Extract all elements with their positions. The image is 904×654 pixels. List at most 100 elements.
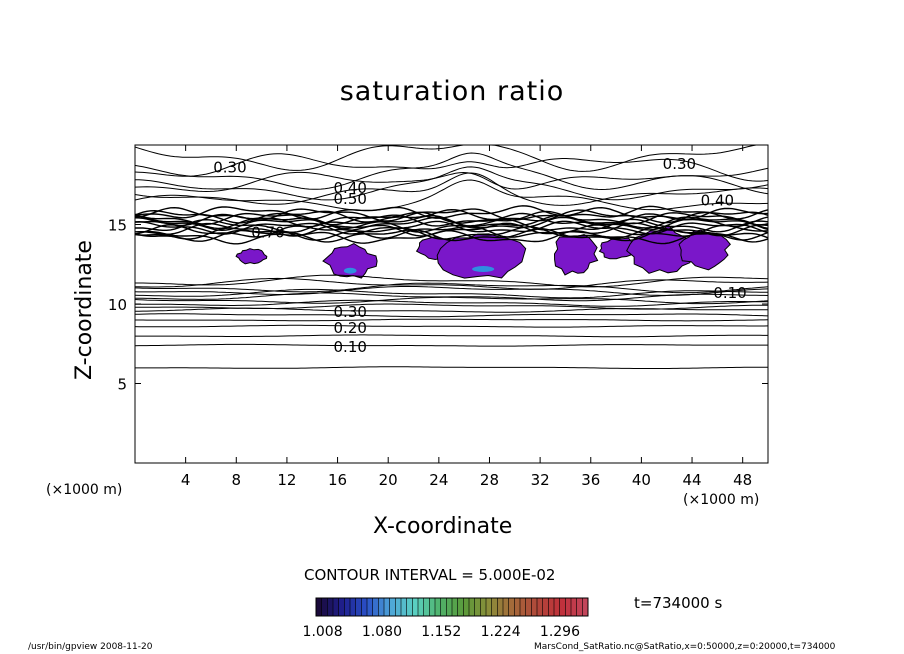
colorbar-segment: [576, 598, 583, 616]
colorbar-segment: [548, 598, 555, 616]
time-label: t=734000 s: [634, 594, 723, 612]
contour-label: 0.30: [334, 303, 367, 321]
colorbar-segment: [350, 598, 357, 616]
contour-line: [134, 277, 769, 290]
contour-line: [134, 296, 769, 305]
footer-left: /usr/bin/gpview 2008-11-20: [28, 642, 153, 652]
colorbar-segment: [367, 598, 374, 616]
colorbar-frame: [315, 597, 589, 617]
x-axis-label: X-coordinate: [373, 514, 513, 539]
colorbar-segment: [384, 598, 391, 616]
x-tick-label: 12: [277, 471, 296, 489]
colorbar-segment: [378, 598, 385, 616]
colorbar-segment: [537, 598, 544, 616]
colorbar-segment: [520, 598, 527, 616]
contour-label: 0.50: [334, 190, 367, 208]
x-tick-label: 48: [733, 471, 752, 489]
colorbar-segment: [435, 598, 442, 616]
contour-line: [135, 318, 769, 322]
high-value-spot: [472, 266, 495, 273]
x-unit-label-left: (×1000 m): [46, 482, 123, 498]
contour-label: 0.10: [334, 338, 367, 356]
colorbar-segment: [355, 598, 362, 616]
colorbar-tick-label: 1.224: [481, 624, 521, 640]
colorbar-segment: [463, 598, 470, 616]
contour-line: [134, 210, 769, 226]
colorbar-tick-label: 1.152: [421, 624, 461, 640]
colorbar-segment: [491, 598, 498, 616]
y-tick-label: 5: [117, 376, 127, 394]
contour-line: [134, 313, 769, 318]
x-tick-label: 20: [379, 471, 398, 489]
colorbar-segment: [452, 598, 459, 616]
x-tick-label: 4: [181, 471, 191, 489]
supersaturated-region: [626, 224, 698, 274]
colorbar-segment: [418, 598, 425, 616]
contour-label: 0.30: [663, 155, 696, 173]
contour-line: [134, 220, 769, 235]
colorbar-segment: [361, 598, 368, 616]
colorbar-segment: [542, 598, 549, 616]
colorbar-segment: [412, 598, 419, 616]
contour-line: [134, 172, 769, 206]
contour-line: [134, 153, 769, 182]
contour-line: [134, 206, 769, 222]
contour-line: [134, 166, 769, 201]
colorbar-segment: [401, 598, 408, 616]
colorbar-segment: [525, 598, 532, 616]
colorbar-segment: [338, 598, 345, 616]
colorbar-segment: [497, 598, 504, 616]
supersaturated-region: [553, 233, 599, 276]
y-tick-label: 10: [108, 296, 127, 314]
contour-line: [135, 334, 768, 338]
contour-line: [134, 286, 769, 296]
contour-line: [134, 324, 769, 328]
colorbar-segment: [344, 598, 351, 616]
contour-line: [134, 179, 769, 211]
contour-line: [134, 224, 769, 239]
colorbar-segment: [559, 598, 566, 616]
supersaturated-region: [235, 248, 268, 265]
high-value-spot: [343, 267, 357, 274]
contour-label: 0.20: [334, 319, 367, 337]
x-tick-label: 28: [480, 471, 499, 489]
contour-line: [135, 366, 768, 369]
contour-line: [135, 303, 768, 310]
colorbar-tick-label: 1.296: [540, 624, 580, 640]
colorbar-segment: [446, 598, 453, 616]
colorbar-segment: [316, 598, 323, 616]
colorbar-segment: [486, 598, 493, 616]
colorbar-segment: [503, 598, 510, 616]
footer-right: MarsCond_SatRatio.nc@SatRatio,x=0:50000,…: [534, 642, 836, 652]
colorbar-segment: [571, 598, 578, 616]
colorbar-segment: [565, 598, 572, 616]
colorbar-segment: [327, 598, 334, 616]
x-tick-label: 8: [232, 471, 242, 489]
colorbar-segment: [531, 598, 538, 616]
colorbar-segment: [508, 598, 515, 616]
chart-title: saturation ratio: [339, 76, 565, 107]
contour-label: 0.10: [713, 284, 746, 302]
colorbar-segment: [554, 598, 561, 616]
contour-line: [134, 282, 769, 294]
colorbar-segment: [321, 598, 328, 616]
x-tick-label: 24: [429, 471, 448, 489]
x-tick-label: 40: [632, 471, 651, 489]
y-tick-label: 15: [108, 217, 127, 235]
colorbar-segment: [514, 598, 521, 616]
colorbar-segment: [389, 598, 396, 616]
colorbar-segment: [395, 598, 402, 616]
colorbar-segment: [372, 598, 379, 616]
x-tick-label: 36: [581, 471, 600, 489]
contour-label: 0.40: [701, 192, 734, 210]
contour-interval-text: CONTOUR INTERVAL = 5.000E-02: [304, 566, 556, 584]
x-tick-label: 16: [328, 471, 347, 489]
x-tick-label: 44: [682, 471, 701, 489]
colorbar-tick-label: 1.008: [303, 624, 343, 640]
contour-line: [134, 222, 769, 237]
colorbar-segment: [480, 598, 487, 616]
x-unit-label-right: (×1000 m): [683, 492, 760, 508]
contour-label: 0.40: [334, 179, 367, 197]
contour-label: 0.70: [251, 223, 284, 241]
